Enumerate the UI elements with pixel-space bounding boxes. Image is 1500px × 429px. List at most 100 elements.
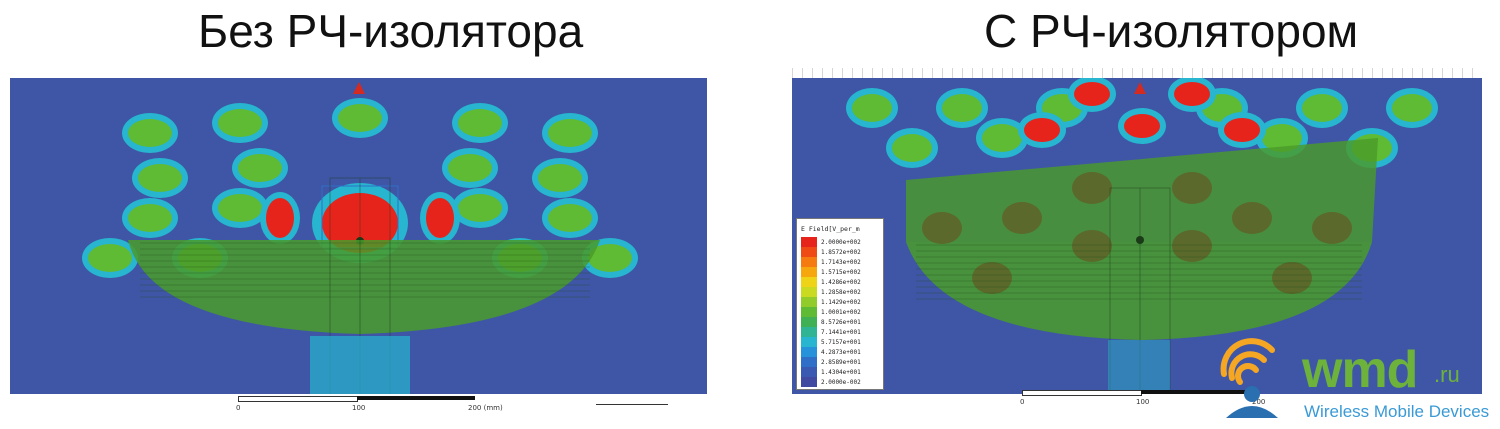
legend-swatch bbox=[801, 237, 817, 247]
dark-field-lobe bbox=[1272, 262, 1312, 294]
field-hotspot-core bbox=[266, 198, 294, 238]
scale-mini-line bbox=[596, 404, 668, 405]
field-lobe-core bbox=[238, 154, 282, 182]
legend-entry: 7.1441e+001 bbox=[801, 327, 879, 337]
ruler-top bbox=[792, 68, 1482, 78]
legend-entry: 1.7143e+002 bbox=[801, 257, 879, 267]
legend-entry: 8.5726e+001 bbox=[801, 317, 879, 327]
legend-swatch bbox=[801, 257, 817, 267]
field-heatmap-right bbox=[792, 78, 1482, 394]
legend-value: 1.4304e+001 bbox=[821, 369, 861, 376]
legend-swatch bbox=[801, 317, 817, 327]
legend-value: 1.2858e+002 bbox=[821, 289, 861, 296]
z-axis-arrow-icon bbox=[353, 82, 365, 94]
legend-value: 8.5726e+001 bbox=[821, 319, 861, 326]
field-hotspot-core bbox=[1174, 82, 1210, 106]
field-map-without-isolator bbox=[10, 78, 707, 394]
legend-entry: 1.2858e+002 bbox=[801, 287, 879, 297]
scale-segment-black bbox=[1141, 390, 1259, 394]
field-lobe-core bbox=[538, 164, 582, 192]
wmd-logo: wmd .ru Wireless Mobile Devices bbox=[1212, 334, 1494, 424]
scale-tick-0: 0 bbox=[1020, 398, 1025, 406]
legend-value: 1.5715e+002 bbox=[821, 269, 861, 276]
scale-tick-200: 200 (mm) bbox=[468, 404, 503, 412]
dark-field-lobe bbox=[922, 212, 962, 244]
field-lobe-core bbox=[88, 244, 132, 272]
field-hotspot-core bbox=[1024, 118, 1060, 142]
legend-value: 1.7143e+002 bbox=[821, 259, 861, 266]
field-lobe-core bbox=[892, 134, 932, 162]
legend-swatch bbox=[801, 267, 817, 277]
legend-swatch bbox=[801, 367, 817, 377]
field-lobe-core bbox=[1392, 94, 1432, 122]
field-lobe-core bbox=[982, 124, 1022, 152]
field-lobe-core bbox=[1302, 94, 1342, 122]
legend-swatch bbox=[801, 337, 817, 347]
legend-value: 2.0000e+002 bbox=[821, 239, 861, 246]
field-lobe-core bbox=[338, 104, 382, 132]
field-lobe-core bbox=[942, 94, 982, 122]
field-lobe-core bbox=[548, 204, 592, 232]
legend-swatch bbox=[801, 377, 817, 387]
legend-entry: 2.0000e+002 bbox=[801, 237, 879, 247]
scale-tick-100: 100 bbox=[1136, 398, 1150, 406]
field-lobe-core bbox=[852, 94, 892, 122]
scale-tick-0: 0 bbox=[236, 404, 241, 412]
dark-field-lobe bbox=[1312, 212, 1352, 244]
dark-field-lobe bbox=[1002, 202, 1042, 234]
dark-field-lobe bbox=[1172, 230, 1212, 262]
logo-tld: .ru bbox=[1434, 362, 1460, 387]
scale-tick-200: 200 bbox=[1252, 398, 1266, 406]
field-heatmap-left bbox=[10, 78, 707, 394]
legend-swatch bbox=[801, 297, 817, 307]
legend-swatch bbox=[801, 307, 817, 317]
legend-entry: 1.0001e+002 bbox=[801, 307, 879, 317]
legend-entry: 1.1429e+002 bbox=[801, 297, 879, 307]
field-lobe-core bbox=[218, 194, 262, 222]
dark-field-lobe bbox=[1172, 172, 1212, 204]
scale-bar-left: 0 100 200 (mm) bbox=[236, 396, 698, 416]
legend-entry: 1.5715e+002 bbox=[801, 267, 879, 277]
legend-value: 1.4286e+002 bbox=[821, 279, 861, 286]
logo-subtitle: Wireless Mobile Devices bbox=[1304, 402, 1490, 421]
legend-swatch bbox=[801, 347, 817, 357]
scale-tick-100: 100 bbox=[352, 404, 366, 412]
field-lobe-core bbox=[128, 204, 172, 232]
field-hotspot-core bbox=[1224, 118, 1260, 142]
legend-value: 1.1429e+002 bbox=[821, 299, 861, 306]
legend-swatch bbox=[801, 287, 817, 297]
dark-field-lobe bbox=[972, 262, 1012, 294]
scale-segment-white bbox=[238, 396, 358, 402]
legend-value: 4.2873e+001 bbox=[821, 349, 861, 356]
field-lobe-core bbox=[1262, 124, 1302, 152]
legend-entry: 1.8572e+002 bbox=[801, 247, 879, 257]
field-lobe-core bbox=[588, 244, 632, 272]
legend-entry: 2.8589e+001 bbox=[801, 357, 879, 367]
dark-field-lobe bbox=[1072, 230, 1112, 262]
field-lobe-core bbox=[548, 119, 592, 147]
dark-field-lobe bbox=[1232, 202, 1272, 234]
legend-entry: 1.4286e+002 bbox=[801, 277, 879, 287]
z-axis-arrow-icon bbox=[1134, 82, 1146, 94]
field-lobe-core bbox=[138, 164, 182, 192]
field-hotspot-core bbox=[426, 198, 454, 238]
legend-value: 5.7157e+001 bbox=[821, 339, 861, 346]
field-hotspot-core bbox=[1074, 82, 1110, 106]
legend-value: 7.1441e+001 bbox=[821, 329, 861, 336]
legend-value: 2.8589e+001 bbox=[821, 359, 861, 366]
title-with-isolator: С РЧ-изолятором bbox=[984, 5, 1359, 57]
scale-bar-right: 0 100 200 bbox=[1020, 390, 1322, 410]
field-hotspot-core bbox=[1124, 114, 1160, 138]
field-map-with-isolator bbox=[792, 78, 1482, 394]
logo-wordmark: wmd bbox=[1302, 341, 1418, 399]
title-without-isolator: Без РЧ-изолятора bbox=[198, 5, 584, 57]
field-lobe-core bbox=[128, 119, 172, 147]
legend-title: E Field[V_per_m bbox=[801, 225, 860, 233]
field-lobe-core bbox=[458, 109, 502, 137]
legend-swatch bbox=[801, 327, 817, 337]
dark-field-lobe bbox=[1072, 172, 1112, 204]
legend-value: 2.0000e-002 bbox=[821, 379, 861, 386]
legend-entry: 2.0000e-002 bbox=[801, 377, 879, 387]
scale-segment-black bbox=[357, 396, 475, 400]
legend-entry: 1.4304e+001 bbox=[801, 367, 879, 377]
